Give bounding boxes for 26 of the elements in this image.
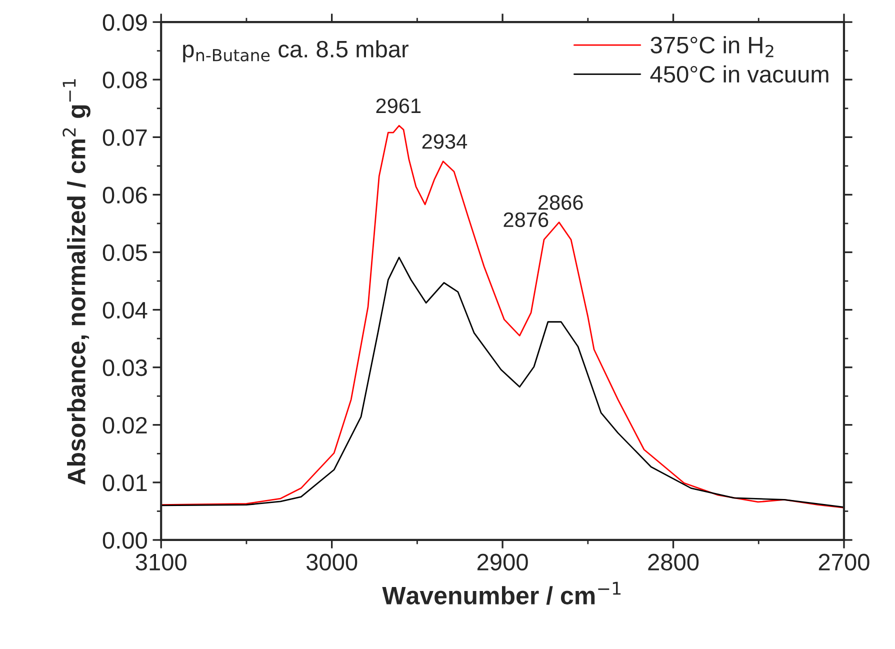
annotation: 2876	[504, 212, 548, 228]
x-axis-title: Wavenumber / cm$^{−1}$	[382, 582, 621, 605]
y-tick-label: 0.07	[102, 129, 147, 146]
y-tick-label: 0.05	[102, 244, 147, 262]
line-series	[161, 256, 844, 508]
annotation: p$_{n-Butane}$ ca. 8.5 mbar	[183, 40, 408, 62]
y-tick-label: 0.03	[102, 359, 147, 376]
x-tick-label: 2700	[818, 554, 870, 571]
x-tick-label: 2900	[477, 554, 528, 571]
x-tick-label: 3000	[306, 554, 358, 571]
annotation: 2934	[422, 134, 468, 149]
y-tick-label: 0.09	[102, 14, 147, 31]
y-axis-title: Absorbance, normalized / cm$^{2}$ g$^{−1}$	[62, 79, 90, 485]
y-tick-label: 0.06	[102, 186, 147, 204]
y-tick-label: 0.04	[102, 302, 148, 319]
annotation: 2866	[538, 195, 583, 210]
legend-label: 375°C in H$_{2}$	[650, 36, 774, 58]
y-tick-label: 0.02	[102, 416, 147, 434]
y-tick-label: 0.01	[102, 474, 147, 492]
y-tick-label: 0.08	[102, 72, 147, 88]
annotation: 2961	[376, 98, 421, 114]
x-tick-label: 3100	[136, 554, 186, 571]
y-tick-label: 0.00	[102, 532, 147, 549]
legend-label: 450°C in vacuum	[650, 65, 828, 83]
x-tick-label: 2800	[648, 554, 699, 571]
line-series	[161, 124, 844, 508]
